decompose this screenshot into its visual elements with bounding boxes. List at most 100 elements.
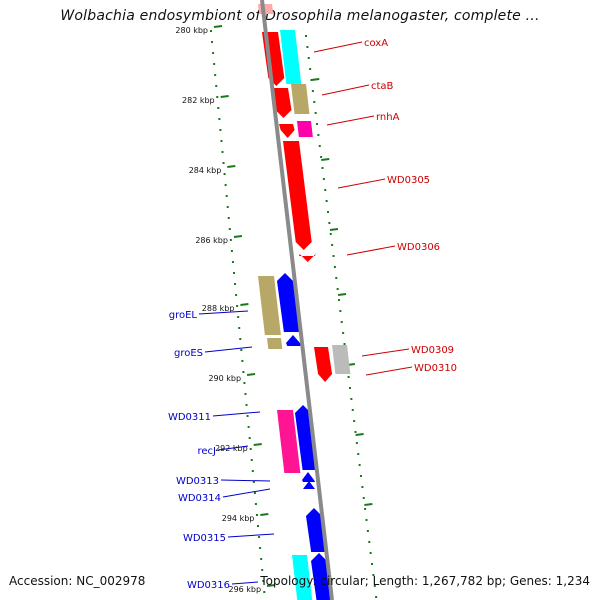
gene-label-WD0314: WD0314 <box>178 493 221 504</box>
gene-bar-WD0316-alt <box>292 555 313 600</box>
tick-dot <box>318 145 321 147</box>
tick-dash <box>321 158 330 161</box>
gene-bar-WD0313 <box>302 472 316 482</box>
tick-dot <box>236 305 239 307</box>
tick-dot <box>248 437 251 439</box>
tick-dot <box>249 448 252 450</box>
tick-dot <box>306 46 309 48</box>
tick-dot <box>247 426 250 428</box>
gene-label-WD0311: WD0311 <box>168 412 211 423</box>
gene-bar-groEL <box>277 273 300 332</box>
tick-dot <box>257 525 260 527</box>
gene-label-WD0309: WD0309 <box>411 345 454 356</box>
gene-bar-ctaB <box>291 84 310 114</box>
gene-bar-WD0314 <box>303 481 316 489</box>
tick-label: 286 kbp <box>195 236 228 245</box>
leader-line <box>227 533 275 538</box>
tick-dot <box>227 217 230 219</box>
tick-dot <box>313 101 316 103</box>
tick-dot <box>215 85 218 87</box>
tick-dot <box>371 563 373 565</box>
leader-line <box>220 479 271 482</box>
tick-dot <box>342 332 345 334</box>
gene-label-coxA: coxA <box>364 38 388 49</box>
tick-dot <box>305 35 307 37</box>
tick-dots-inner <box>210 30 266 593</box>
tick-dot <box>214 74 217 76</box>
tick-dash <box>329 228 339 231</box>
tick-dot <box>251 470 254 472</box>
tick-dot <box>361 486 364 488</box>
tick-dot <box>235 294 238 296</box>
gene-label-groEL: groEL <box>169 310 198 321</box>
tick-dot <box>262 580 265 582</box>
tick-dot <box>328 222 331 224</box>
tick-dot <box>255 514 258 516</box>
tick-dot <box>354 431 357 433</box>
tick-dot <box>238 327 241 329</box>
tick-label: 288 kbp <box>202 304 235 313</box>
tick-mark <box>213 25 223 28</box>
tick-dot <box>243 382 246 384</box>
leader-line <box>361 348 410 357</box>
tick-dash <box>311 78 320 81</box>
tick-dot <box>228 228 231 230</box>
tick-dot <box>245 404 248 406</box>
tick-mark <box>240 303 249 306</box>
tick-dot <box>368 541 371 543</box>
tick-dot <box>362 497 365 499</box>
tick-dot <box>329 233 332 235</box>
gene-label-WD0315: WD0315 <box>183 533 226 544</box>
map-title: Wolbachia endosymbiont of Drosophila mel… <box>60 8 540 24</box>
tick-dot <box>210 30 212 32</box>
tick-dot <box>211 41 214 43</box>
tick-label: 280 kbp <box>175 26 208 35</box>
leader-line <box>217 445 249 451</box>
tick-dot <box>331 244 334 246</box>
tick-dot <box>225 195 228 197</box>
gene-bar-WD0309 <box>314 347 333 382</box>
tick-dot <box>327 211 329 213</box>
tick-dot <box>212 52 215 54</box>
tick-dot <box>232 272 235 274</box>
tick-dot <box>347 376 350 378</box>
tick-dot <box>365 519 368 521</box>
tick-dot <box>314 112 317 114</box>
tick-dash <box>364 503 373 506</box>
gene-label-rnhA: rnhA <box>376 112 400 123</box>
leader-line <box>212 411 261 417</box>
tick-label: 284 kbp <box>189 166 222 175</box>
tick-label: 294 kbp <box>222 514 255 523</box>
gene-bar-rnhA <box>297 121 313 137</box>
tick-mark <box>220 95 229 98</box>
topology-label: Topology: circular; Length: 1,267,782 bp… <box>260 574 590 588</box>
tick-dot <box>263 591 266 593</box>
tick-dot <box>321 167 324 169</box>
tick-dot <box>353 420 356 422</box>
leader-line <box>198 310 249 315</box>
tick-dot <box>338 299 340 301</box>
tick-dot <box>222 162 225 164</box>
tick-dot <box>226 206 229 208</box>
gene-bar-rnhA-a <box>279 124 295 138</box>
tick-dot <box>250 459 253 461</box>
tick-dot <box>339 310 342 312</box>
tick-dot <box>246 415 249 417</box>
tick-dot <box>259 547 262 549</box>
tick-dot <box>252 481 255 483</box>
gene-label-WD0316: WD0316 <box>187 580 230 591</box>
tick-dot <box>218 118 221 120</box>
tick-dot <box>242 371 245 373</box>
tick-dot <box>366 530 369 532</box>
tick-dot <box>311 90 314 92</box>
gene-label-WD0313: WD0313 <box>176 476 219 487</box>
gene-bar-WD0310 <box>332 345 351 374</box>
tick-dot <box>375 596 378 598</box>
leader-line <box>326 115 375 126</box>
leader-line <box>231 581 259 585</box>
tick-dot <box>360 475 362 477</box>
tick-label: 296 kbp <box>228 585 261 594</box>
gene-labels: coxA ctaB rnhA WD0305 WD0306 WD0309 WD0310 groE… <box>168 38 457 591</box>
leader-line <box>337 178 386 189</box>
tick-dot <box>340 321 343 323</box>
